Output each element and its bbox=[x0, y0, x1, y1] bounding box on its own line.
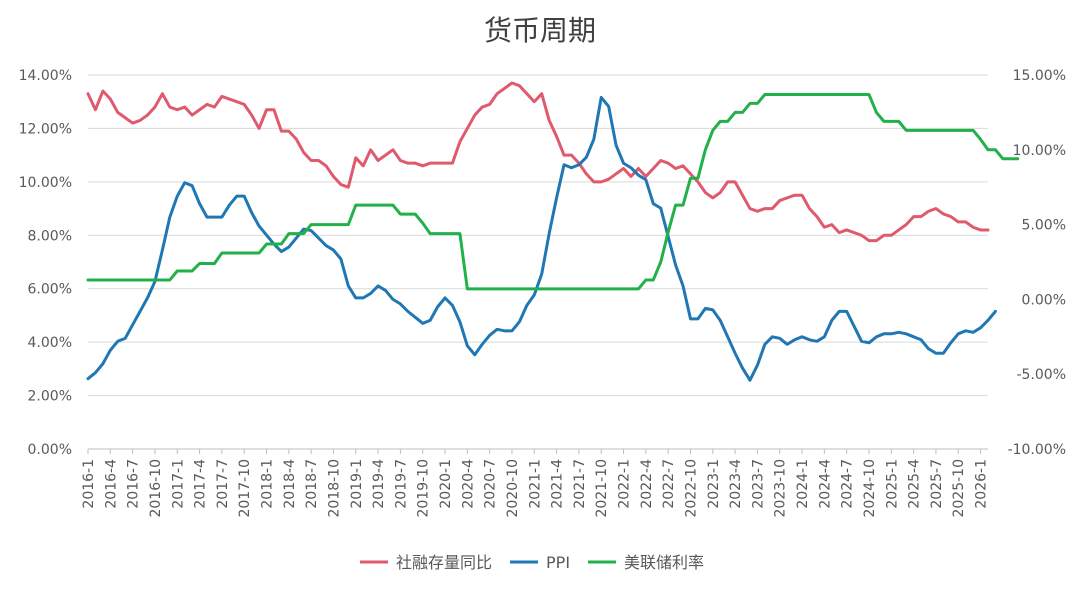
x-tick-label: 2021-7 bbox=[572, 459, 588, 509]
x-tick-label: 2020-7 bbox=[483, 459, 499, 509]
x-tick-label: 2017-7 bbox=[215, 459, 231, 509]
x-tick-label: 2022-10 bbox=[683, 459, 699, 518]
x-tick-label: 2025-10 bbox=[951, 459, 967, 518]
x-tick-label: 2022-4 bbox=[639, 459, 655, 509]
x-tick-label: 2019-10 bbox=[416, 459, 432, 518]
x-tick-label: 2023-10 bbox=[773, 459, 789, 518]
right-tick-label: 5.00% bbox=[1022, 218, 1066, 234]
x-tick-label: 2017-10 bbox=[237, 459, 253, 518]
x-tick-label: 2024-4 bbox=[817, 459, 833, 509]
series-line bbox=[86, 92, 1020, 291]
left-tick-label: 4.00% bbox=[28, 335, 72, 351]
series-line bbox=[86, 95, 997, 382]
x-tick-label: 2019-1 bbox=[349, 459, 365, 509]
x-tick-label: 2025-1 bbox=[884, 459, 900, 509]
x-tick-label: 2016-1 bbox=[81, 459, 97, 509]
left-tick-label: 8.00% bbox=[28, 228, 72, 244]
series-line bbox=[86, 81, 990, 243]
x-tick-label: 2023-7 bbox=[750, 459, 766, 509]
x-tick-label: 2016-4 bbox=[103, 459, 119, 509]
left-tick-label: 10.00% bbox=[19, 175, 72, 191]
right-tick-label: -5.00% bbox=[1016, 367, 1066, 383]
x-tick-label: 2021-4 bbox=[550, 459, 566, 509]
right-tick-label: 10.00% bbox=[1013, 143, 1066, 159]
x-tick-label: 2020-4 bbox=[460, 459, 476, 509]
x-tick-label: 2016-7 bbox=[126, 459, 142, 509]
x-tick-label: 2022-1 bbox=[617, 459, 633, 509]
left-tick-label: 0.00% bbox=[28, 442, 72, 458]
x-tick-label: 2016-10 bbox=[148, 459, 164, 518]
x-tick-label: 2026-1 bbox=[974, 459, 990, 509]
x-tick-label: 2019-7 bbox=[393, 459, 409, 509]
x-tick-label: 2018-7 bbox=[304, 459, 320, 509]
x-tick-label: 2023-4 bbox=[728, 459, 744, 509]
left-tick-label: 2.00% bbox=[28, 389, 72, 405]
right-axis: -10.00% -5.00% 0.00% 5.00% 10.00% 15.00% bbox=[1008, 68, 1066, 458]
x-tick-label: 2018-1 bbox=[260, 459, 276, 509]
x-axis: 2016-1 2016-4 2016-7 2016-10 2017-1 2017-4 201… bbox=[81, 448, 990, 518]
x-tick-label: 2023-1 bbox=[706, 459, 722, 509]
x-tick-label: 2017-4 bbox=[193, 459, 209, 509]
x-tick-label: 2022-7 bbox=[661, 459, 677, 509]
chart-title: 货币周期 bbox=[484, 14, 596, 47]
x-tick-label: 2019-4 bbox=[371, 459, 387, 509]
left-tick-label: 14.00% bbox=[19, 68, 72, 84]
legend-label: 社融存量同比 bbox=[396, 553, 492, 572]
right-tick-label: -10.00% bbox=[1008, 442, 1066, 458]
series-lines bbox=[86, 81, 1020, 382]
x-tick-label: 2018-10 bbox=[326, 459, 342, 518]
x-tick-label: 2024-10 bbox=[862, 459, 878, 518]
right-tick-label: 0.00% bbox=[1022, 292, 1066, 308]
left-tick-label: 12.00% bbox=[19, 121, 72, 137]
x-tick-label: 2024-1 bbox=[795, 459, 811, 509]
legend-label: PPI bbox=[546, 553, 570, 572]
x-tick-label: 2021-10 bbox=[594, 459, 610, 518]
x-tick-label: 2017-1 bbox=[170, 459, 186, 509]
legend: 社融存量同比 PPI 美联储利率 bbox=[360, 553, 704, 572]
x-tick-label: 2024-7 bbox=[840, 459, 856, 509]
x-tick-label: 2021-1 bbox=[527, 459, 543, 509]
x-tick-label: 2020-1 bbox=[438, 459, 454, 509]
x-tick-label: 2020-10 bbox=[505, 459, 521, 518]
x-tick-label: 2018-4 bbox=[282, 459, 298, 509]
left-tick-label: 6.00% bbox=[28, 282, 72, 298]
left-axis: 0.00% 2.00% 4.00% 6.00% 8.00% 10.00% 12.00% 14.… bbox=[19, 68, 72, 458]
x-tick-label: 2025-7 bbox=[929, 459, 945, 509]
x-tick-label: 2025-4 bbox=[907, 459, 923, 509]
right-tick-label: 15.00% bbox=[1013, 68, 1066, 84]
legend-label: 美联储利率 bbox=[624, 553, 704, 572]
